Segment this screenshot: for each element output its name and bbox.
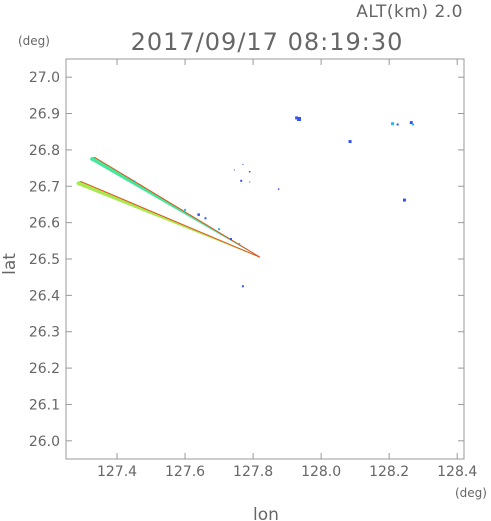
x-tick-label: 127.4 (97, 464, 137, 480)
y-axis-label: lat (0, 253, 20, 275)
x-tick-label: 127.8 (233, 464, 273, 480)
echo-point (396, 123, 399, 126)
x-unit-label: (deg) (455, 486, 487, 500)
x-axis-label: lon (253, 505, 279, 521)
y-tick-label: 26.6 (29, 216, 60, 232)
echo-point (277, 188, 280, 190)
echo-point (133, 180, 135, 182)
echo-point (240, 179, 243, 182)
echo-point (238, 242, 241, 245)
echo-band-upper-edge (94, 156, 261, 258)
y-tick-label: 26.9 (29, 107, 60, 123)
echo-point (218, 228, 221, 231)
echo-point (204, 217, 207, 220)
x-tick-label: 127.6 (165, 464, 205, 480)
echo-point (241, 285, 244, 288)
axis-ticks: 127.4 127.6 127.8 128.0 128.2 128.4 26.0 26.1 26… (29, 59, 477, 480)
echo-point (348, 140, 352, 144)
y-tick-label: 27.0 (29, 70, 60, 86)
y-tick-label: 26.4 (29, 288, 60, 304)
y-tick-label: 26.0 (29, 434, 60, 450)
echo-point (233, 169, 235, 171)
echo-band-lower-cap (76, 181, 83, 186)
echo-point (409, 121, 413, 125)
echo-point (197, 213, 200, 216)
echo-point (184, 208, 187, 211)
x-tick-label: 128.4 (437, 464, 477, 480)
y-tick-label: 26.3 (29, 325, 60, 341)
y-unit-label: (deg) (18, 34, 50, 48)
echo-point (242, 163, 244, 165)
y-tick-label: 26.2 (29, 361, 60, 377)
echo-point (249, 181, 251, 183)
plot-frame (65, 58, 465, 460)
echo-point (248, 170, 251, 173)
echo-point (402, 198, 406, 202)
echo-point (297, 117, 302, 121)
plot-border (65, 58, 465, 460)
x-tick-label: 128.0 (301, 464, 341, 480)
x-tick-label: 128.2 (369, 464, 409, 480)
echo-point (411, 123, 414, 126)
chart-title: 2017/09/17 08:19:30 (131, 28, 404, 56)
y-tick-label: 26.5 (29, 252, 60, 268)
plot-marks (76, 116, 414, 288)
y-tick-label: 26.8 (29, 143, 60, 159)
altitude-label: ALT(km) 2.0 (356, 2, 463, 22)
echo-point (229, 238, 232, 240)
echo-point (295, 116, 299, 120)
echo-band-lower-edge (80, 180, 261, 258)
y-tick-label: 26.1 (29, 397, 60, 413)
y-tick-label: 26.7 (29, 179, 60, 195)
echo-point (391, 122, 395, 126)
